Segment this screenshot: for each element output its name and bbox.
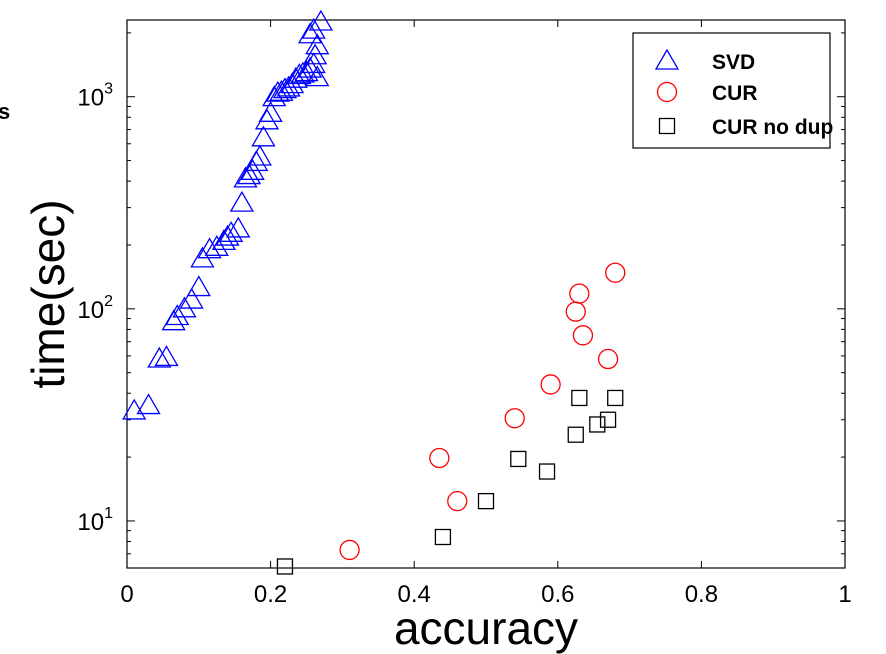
triangle-point [233,166,258,188]
legend-square-marker [658,117,676,135]
square-point [599,411,617,428]
triangle-point [301,17,326,39]
triangle-point [305,65,330,87]
triangle-point [211,229,237,251]
square-point [434,528,452,546]
triangle-point [265,80,290,102]
square-point [589,416,606,433]
x-tick-label: 0.6 [541,581,574,608]
legend-label-svd: SVD [712,51,755,74]
axis-ticks [126,20,846,569]
triangle-point [297,56,323,78]
triangle-point [258,101,283,122]
stray-text: s [0,99,10,124]
triangle-point [215,224,240,246]
triangle-point [165,304,190,326]
triangle-point [272,77,298,99]
triangle-point [147,346,172,368]
triangle-point [229,190,255,212]
series-triangle [122,9,333,420]
triangle-point [236,163,262,185]
circle-point [565,301,586,322]
triangle-point [172,296,197,318]
plot-frame [126,19,846,569]
triangle-point [197,237,222,259]
y-axis-label: time(sec) [22,199,74,388]
triangle-point [305,33,330,55]
square-point [276,558,294,575]
x-axis-label: accuracy [394,602,578,654]
circle-point [339,539,360,561]
legend-label-cur: CUR [712,82,758,105]
triangle-point [251,125,276,147]
triangle-point [186,275,211,297]
triangle-point [218,221,244,242]
square-point [510,450,527,468]
triangle-point [294,60,319,82]
legend-markers [654,48,680,135]
legend-circle-marker [656,81,678,103]
square-point [477,492,495,510]
x-tick-label: 0.8 [685,581,718,608]
triangle-point [226,216,251,238]
triangle-point [154,345,179,367]
circle-point [540,374,561,395]
legend: SVD CUR CUR no dup [632,32,833,149]
square-point [607,389,624,407]
triangle-point [179,287,204,309]
circle-point [572,325,594,346]
triangle-point [308,9,333,31]
y-tick-label: 101 [77,505,113,536]
data-points [122,9,626,575]
triangle-point [269,79,294,101]
triangle-point [204,235,229,256]
square-point [538,463,556,480]
legend-label-cur-no-dup: CUR no dup [712,116,833,139]
x-tick-label: 1 [838,581,851,608]
square-point [571,389,588,407]
y-tick-label: 103 [77,81,113,112]
y-tick-labels: 101 102 103 [77,81,113,536]
y-tick-label: 102 [77,293,113,324]
x-tick-label: 0 [120,581,133,608]
x-tick-labels: 0 0.2 0.4 0.6 0.8 1 [120,581,851,608]
triangle-point [287,63,312,85]
legend-triangle-marker [654,48,680,70]
series-circle [339,262,626,561]
triangle-point [276,75,301,97]
triangle-point [297,22,323,44]
circle-point [597,348,619,370]
x-tick-label: 0.2 [254,581,287,608]
circle-point [429,447,450,469]
triangle-point [136,393,161,415]
square-point [567,426,584,443]
series-square [276,389,624,575]
circle-point [605,262,626,283]
circle-point [504,408,525,429]
circle-point [447,490,468,512]
x-tick-label: 0.4 [398,581,431,608]
triangle-point [254,108,280,130]
circle-point [569,283,590,304]
triangle-point [247,144,272,166]
